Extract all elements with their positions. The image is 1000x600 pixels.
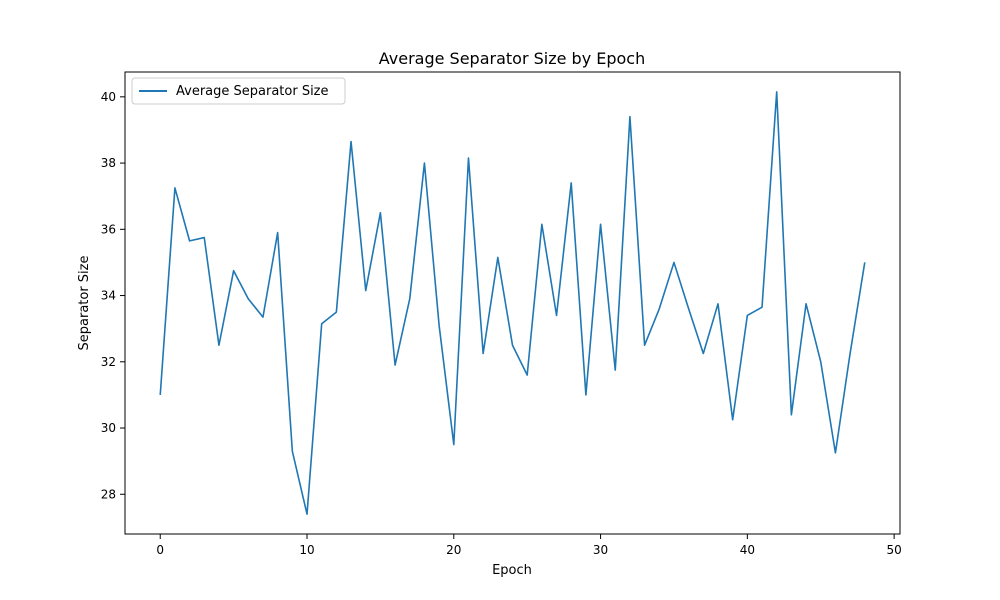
y-axis: 28 30 32 34 36 38 40 <box>101 90 125 501</box>
y-tick-label: 36 <box>101 222 116 236</box>
x-axis: 0 10 20 30 40 50 <box>156 534 902 557</box>
x-tick-label: 0 <box>156 543 164 557</box>
x-tick-label: 30 <box>593 543 608 557</box>
y-tick-label: 40 <box>101 90 116 104</box>
series-line <box>159 91 866 515</box>
x-tick-label: 20 <box>446 543 461 557</box>
x-axis-label: Epoch <box>492 563 532 578</box>
y-tick-label: 32 <box>101 355 116 369</box>
y-tick-label: 30 <box>101 421 116 435</box>
legend-label: Average Separator Size <box>176 84 329 99</box>
x-tick-label: 40 <box>740 543 755 557</box>
chart-title: Average Separator Size by Epoch <box>379 49 646 68</box>
x-tick-label: 50 <box>886 543 901 557</box>
y-tick-label: 34 <box>101 289 116 303</box>
legend-box <box>131 77 346 105</box>
y-tick-label: 28 <box>101 487 116 501</box>
y-axis-label: Separator Size <box>77 256 92 351</box>
x-tick-label: 10 <box>299 543 314 557</box>
legend: Average Separator Size <box>131 77 346 105</box>
y-tick-label: 38 <box>101 156 116 170</box>
series-layer <box>159 91 866 515</box>
plot-area <box>124 71 901 535</box>
